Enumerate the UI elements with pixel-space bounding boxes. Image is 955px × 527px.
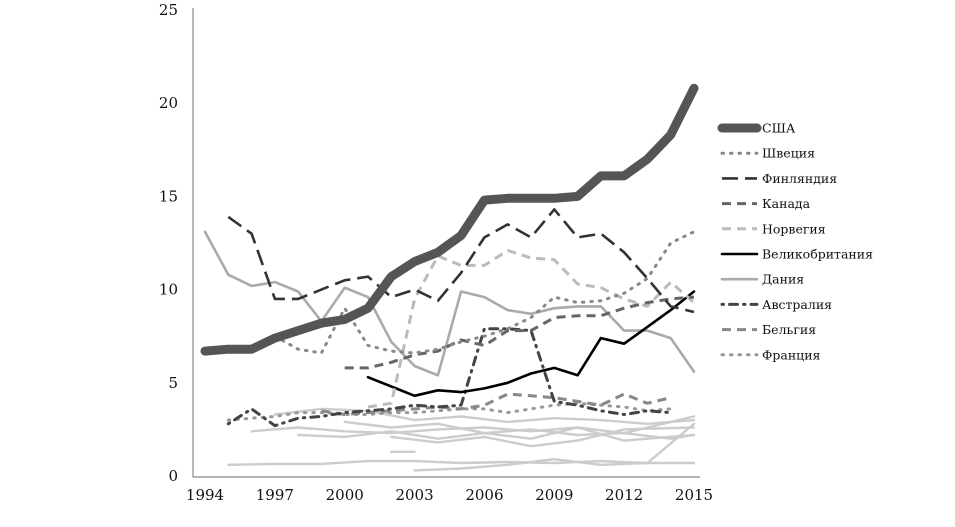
x-tick-label: 2006 [465, 486, 503, 504]
background-series-line-2 [273, 407, 696, 425]
legend-label-швеция: Швеция [762, 146, 815, 161]
x-tick-label: 2012 [605, 486, 643, 504]
x-tick-label: 2015 [675, 486, 713, 504]
series-line-финляндия [227, 208, 695, 314]
series-line-франция [226, 401, 673, 422]
background-series-line-6 [227, 459, 696, 466]
y-tick-label: 15 [159, 187, 178, 205]
y-tick-label: 20 [159, 94, 178, 112]
series-line-австралия [226, 327, 673, 428]
background-series-line-3 [343, 420, 696, 440]
x-tick-label: 1997 [256, 486, 294, 504]
y-tick-label: 0 [168, 467, 178, 485]
background-series-line-4 [296, 426, 696, 442]
x-tick-label: 2000 [326, 486, 364, 504]
x-tick-label: 2003 [395, 486, 433, 504]
y-tick-labels: 0 5 10 15 20 25 [159, 1, 178, 485]
legend-label-норвегия: Норвегия [762, 221, 826, 236]
background-series-layer [227, 407, 696, 472]
legend-label-великобритания: Великобритания [762, 247, 873, 262]
legend-label-финляндия: Финляндия [762, 171, 837, 186]
series-line-великобритания [366, 290, 696, 398]
legend-label-франция: Франция [762, 347, 821, 362]
legend-label-сша: США [762, 121, 796, 136]
background-series-line-5 [390, 426, 696, 448]
series-line-канада [344, 295, 695, 370]
y-tick-label: 10 [159, 281, 178, 299]
series-layer [200, 83, 699, 428]
x-tick-labels: 1994 1997 2000 2003 2006 2009 2012 2015 [186, 486, 713, 504]
series-line-дания [203, 230, 696, 377]
y-tick-label: 25 [159, 1, 178, 19]
background-series-line-7 [413, 422, 696, 472]
legend-label-канада: Канада [762, 196, 811, 211]
series-line-швеция [273, 230, 696, 355]
x-tick-label: 2009 [535, 486, 573, 504]
y-tick-label: 5 [168, 374, 178, 392]
legend-label-бельгия: Бельгия [762, 322, 816, 337]
legend-label-дания: Дания [762, 272, 804, 287]
legend: США Швеция Финляндия Канада Норвегия Великобр… [717, 121, 873, 362]
series-line-бельгия [321, 392, 672, 416]
legend-label-австралия: Австралия [762, 297, 832, 312]
series-line-сша [200, 83, 699, 356]
axes [192, 8, 700, 478]
x-tick-label: 1994 [186, 486, 224, 504]
